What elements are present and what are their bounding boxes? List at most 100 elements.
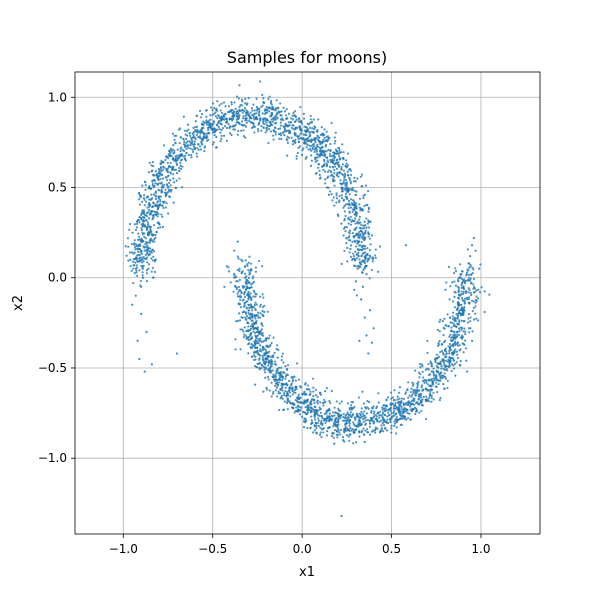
scatter-point: [267, 364, 270, 367]
scatter-point: [347, 207, 350, 210]
scatter-point: [287, 364, 290, 367]
scatter-point: [248, 117, 251, 120]
scatter-point: [361, 185, 364, 188]
scatter-point: [474, 249, 477, 252]
scatter-point: [322, 419, 326, 422]
scatter-point: [421, 379, 425, 383]
scatter-point: [238, 288, 241, 292]
scatter-point: [211, 113, 214, 117]
scatter-point: [244, 117, 247, 120]
scatter-point: [258, 368, 261, 371]
scatter-point: [149, 225, 152, 229]
scatter-point: [443, 359, 446, 362]
scatter-point: [237, 312, 241, 315]
scatter-point: [346, 246, 349, 250]
scatter-point: [247, 280, 250, 283]
scatter-point: [143, 220, 146, 223]
scatter-point: [236, 112, 239, 115]
scatter-point: [296, 401, 299, 404]
scatter-point: [347, 413, 350, 416]
scatter-point: [306, 411, 310, 414]
scatter-point: [458, 363, 461, 366]
scatter-point: [318, 433, 322, 436]
scatter-point: [249, 272, 252, 275]
scatter-point: [241, 108, 244, 112]
scatter-point: [140, 258, 143, 261]
scatter-point: [372, 416, 375, 419]
scatter-point: [313, 137, 316, 141]
scatter-point: [287, 387, 291, 390]
scatter-point: [419, 396, 423, 399]
scatter-point: [332, 432, 335, 435]
scatter-point: [467, 287, 470, 290]
scatter-point: [323, 155, 326, 158]
scatter-point: [261, 118, 265, 121]
scatter-point: [363, 433, 366, 436]
scatter-point: [400, 415, 403, 418]
scatter-point: [468, 266, 471, 269]
scatter-point: [147, 223, 150, 226]
scatter-point: [329, 142, 332, 146]
scatter-point: [133, 223, 136, 226]
scatter-point: [362, 234, 365, 237]
x-tick-label: 0.5: [382, 542, 401, 556]
scatter-point: [246, 111, 249, 114]
scatter-point: [313, 414, 316, 417]
scatter-point: [313, 145, 316, 148]
scatter-point: [337, 146, 341, 150]
scatter-point: [349, 247, 352, 250]
scatter-point: [140, 227, 143, 230]
scatter-point: [158, 198, 162, 201]
scatter-point: [343, 431, 346, 434]
scatter-point: [383, 410, 387, 413]
scatter-point: [361, 227, 364, 230]
scatter-point: [343, 178, 346, 181]
scatter-point: [314, 172, 318, 175]
scatter-point: [355, 190, 358, 193]
scatter-point: [344, 214, 347, 218]
scatter-point: [336, 150, 339, 153]
scatter-point: [310, 154, 313, 157]
scatter-point: [331, 166, 334, 169]
scatter-point: [467, 317, 470, 320]
scatter-point: [238, 319, 242, 322]
scatter-point: [346, 418, 349, 421]
scatter-point: [311, 422, 314, 425]
scatter-point: [199, 132, 202, 135]
scatter-point: [291, 402, 294, 405]
scatter-point: [353, 202, 356, 205]
scatter-point: [275, 370, 278, 373]
scatter-point: [335, 152, 338, 155]
scatter-point: [126, 237, 130, 240]
scatter-point: [358, 430, 361, 433]
scatter-point: [429, 360, 432, 363]
scatter-point: [335, 197, 339, 200]
scatter-point: [127, 259, 130, 262]
scatter-point: [238, 122, 241, 125]
scatter-point: [295, 157, 298, 160]
scatter-point: [361, 230, 364, 234]
scatter-point: [346, 427, 349, 430]
scatter-point: [269, 344, 272, 347]
scatter-point: [288, 379, 291, 383]
scatter-point: [389, 391, 393, 394]
scatter-point: [467, 298, 470, 301]
scatter-point: [248, 306, 251, 309]
scatter-point: [276, 117, 279, 120]
scatter-point: [389, 403, 392, 406]
scatter-point: [456, 356, 460, 360]
scatter-point: [253, 116, 256, 119]
scatter-point: [309, 164, 313, 167]
scatter-point: [305, 126, 308, 129]
scatter-point: [151, 259, 155, 262]
scatter-point: [317, 417, 320, 420]
scatter-point: [335, 159, 338, 162]
scatter-point: [331, 199, 334, 202]
scatter-point: [455, 361, 458, 364]
scatter-point: [446, 313, 449, 316]
scatter-point: [238, 278, 242, 282]
scatter-point: [274, 133, 277, 136]
scatter-point: [245, 300, 248, 304]
scatter-point: [410, 387, 413, 390]
scatter-point: [316, 156, 319, 159]
